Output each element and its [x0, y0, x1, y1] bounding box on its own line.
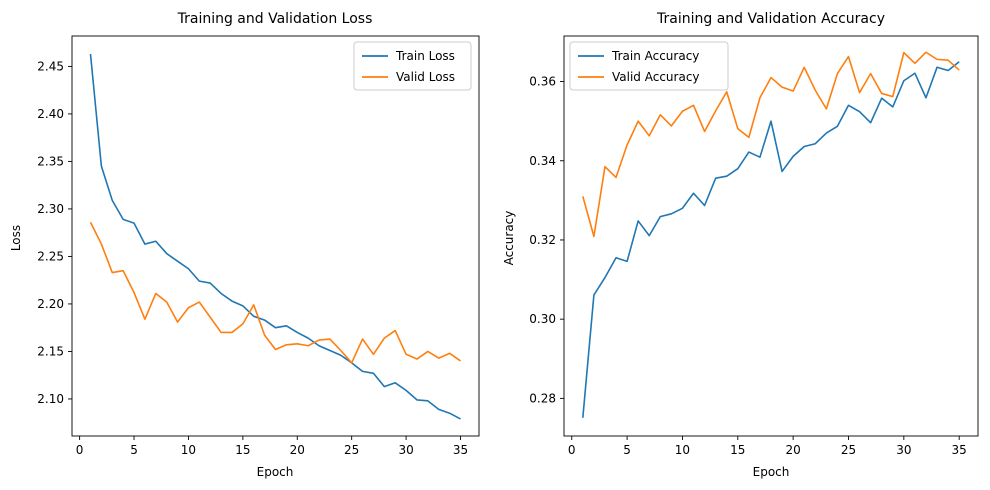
accuracy-legend-label: Valid Accuracy: [612, 70, 700, 84]
accuracy-chart-ylabel: Accuracy: [502, 211, 516, 266]
accuracy-axes-frame: [563, 35, 979, 437]
loss-legend-label: Valid Loss: [396, 70, 455, 84]
loss-y-tick-label: 2.40: [37, 107, 64, 121]
loss-y-tick-label: 2.15: [37, 344, 64, 358]
accuracy-legend: Train Accuracy Valid Accuracy: [569, 41, 729, 91]
loss-x-tick-label: 15: [235, 443, 250, 457]
accuracy-y-tick-label: 0.28: [529, 391, 556, 405]
loss-x-tick-label: 5: [130, 443, 138, 457]
loss-chart-xlabel: Epoch: [257, 465, 294, 479]
loss-chart-plot-area: 0 5 10 15 20 25 30 35 2.10 2.15 2.20 2.25 2.30 2.35 2.…: [37, 35, 480, 457]
accuracy-chart-title: Training and Validation Accuracy: [656, 11, 885, 27]
accuracy-series-line-train-accuracy: [582, 61, 960, 418]
accuracy-chart-plot-area: 0 5 10 15 20 25 30 35 0.28 0.30 0.32 0.34 0.36 Train …: [529, 35, 979, 457]
loss-y-tick-label: 2.35: [37, 154, 64, 168]
accuracy-y-tick-label: 0.36: [529, 75, 556, 89]
accuracy-chart-xlabel: Epoch: [753, 465, 790, 479]
accuracy-legend-box: [569, 41, 729, 91]
loss-series-line-train-loss: [89, 53, 461, 420]
loss-x-tick-label: 20: [290, 443, 305, 457]
accuracy-y-tick-label: 0.34: [529, 154, 556, 168]
loss-x-tick-label: 35: [453, 443, 468, 457]
loss-chart-title: Training and Validation Loss: [177, 11, 373, 27]
loss-x-tick-label: 10: [181, 443, 196, 457]
loss-chart: Training and Validation Loss Epoch Loss …: [9, 11, 480, 479]
loss-y-tick-label: 2.20: [37, 297, 64, 311]
accuracy-y-tick-label: 0.32: [529, 233, 556, 247]
loss-x-tick-label: 30: [398, 443, 413, 457]
loss-axes-frame: [71, 35, 480, 437]
loss-y-tick-label: 2.25: [37, 249, 64, 263]
accuracy-x-tick-label: 25: [841, 443, 856, 457]
loss-chart-ylabel: Loss: [9, 225, 23, 251]
accuracy-chart: Training and Validation Accuracy Epoch A…: [502, 11, 979, 479]
accuracy-x-tick-label: 15: [730, 443, 745, 457]
loss-series-line-valid-loss: [89, 221, 461, 364]
accuracy-series-line-valid-accuracy: [582, 51, 960, 238]
loss-y-tick-label: 2.30: [37, 202, 64, 216]
accuracy-x-tick-label: 35: [952, 443, 967, 457]
loss-legend-label: Train Loss: [395, 49, 455, 63]
accuracy-x-tick-label: 20: [785, 443, 800, 457]
accuracy-x-tick-label: 10: [675, 443, 690, 457]
loss-legend-box: [353, 41, 472, 91]
accuracy-y-tick-label: 0.30: [529, 312, 556, 326]
accuracy-x-tick-label: 5: [623, 443, 631, 457]
accuracy-x-tick-label: 30: [896, 443, 911, 457]
loss-x-tick-label: 25: [344, 443, 359, 457]
loss-y-tick-label: 2.10: [37, 392, 64, 406]
loss-y-tick-label: 2.45: [37, 59, 64, 73]
loss-x-tick-label: 0: [76, 443, 84, 457]
loss-legend: Train Loss Valid Loss: [353, 41, 472, 91]
accuracy-legend-label: Train Accuracy: [611, 49, 699, 63]
accuracy-x-tick-label: 0: [568, 443, 576, 457]
